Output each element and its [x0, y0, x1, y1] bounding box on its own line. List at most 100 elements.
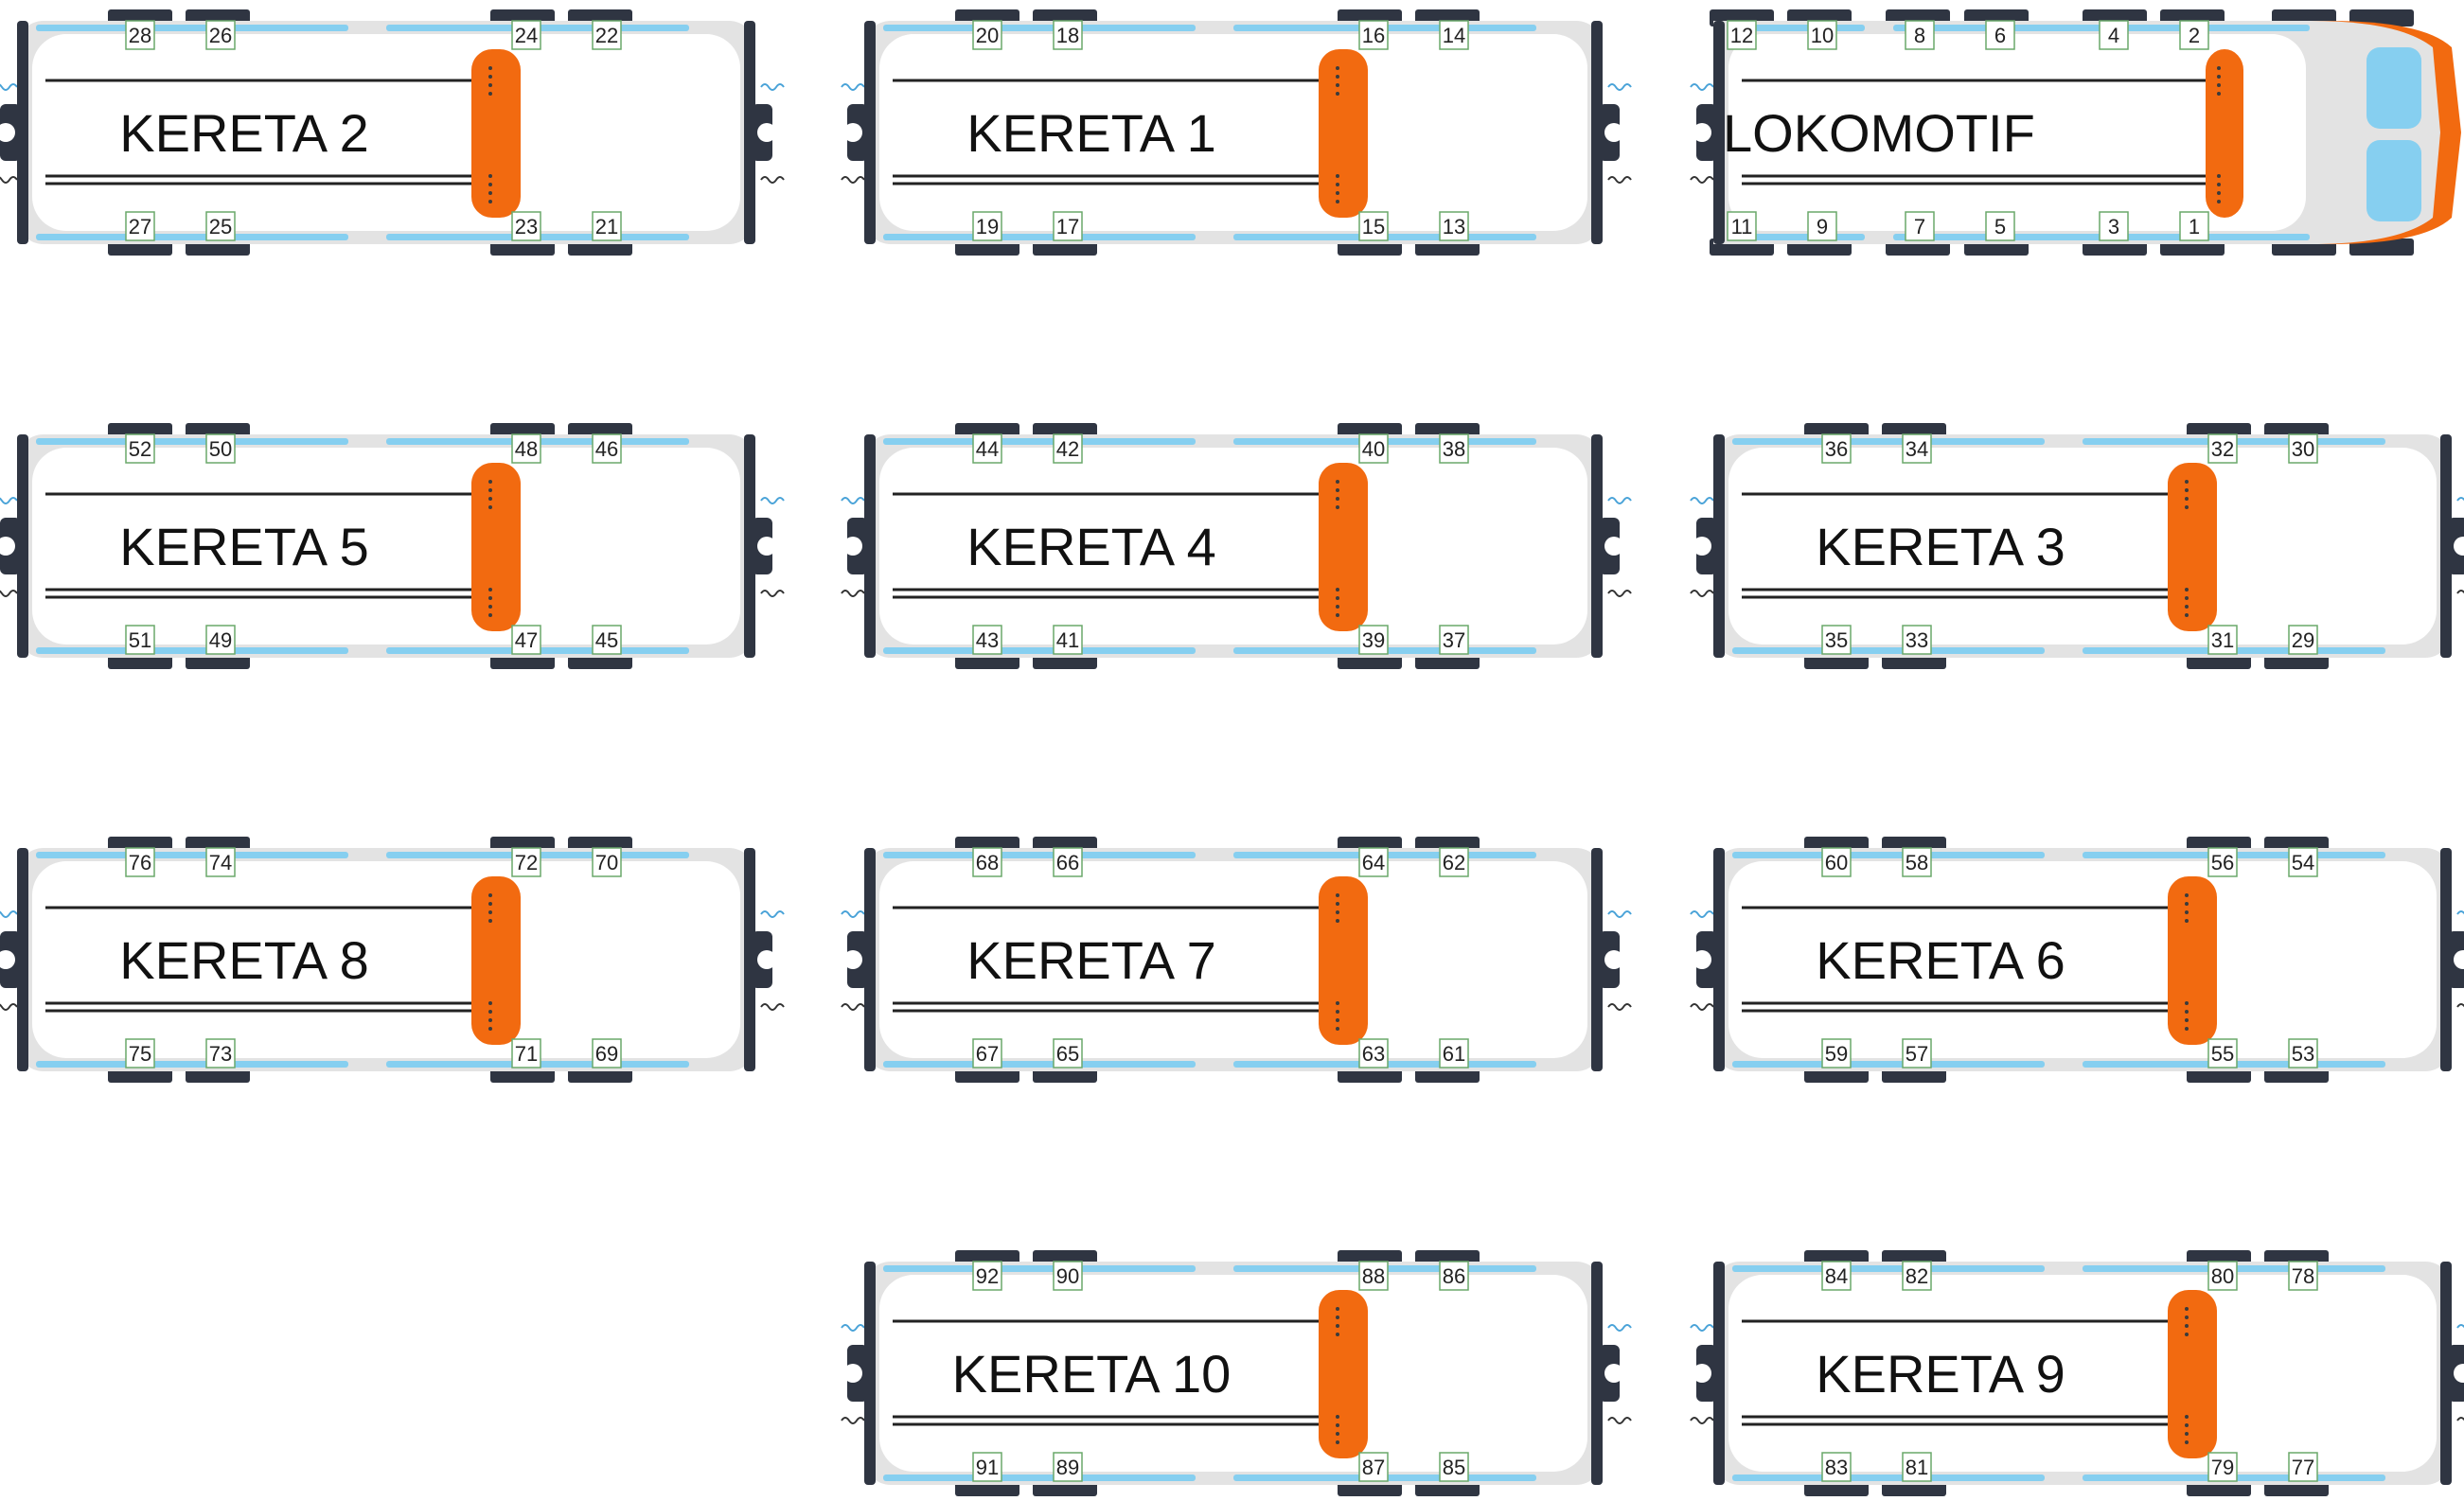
seat-number: 37 — [1443, 628, 1465, 652]
seat-number: 49 — [209, 628, 232, 652]
seat-number: 15 — [1362, 215, 1385, 238]
window-strip-top — [1732, 852, 2045, 858]
seat-number-box — [125, 625, 155, 655]
coupler-hole — [1693, 123, 1711, 142]
door-dot — [488, 200, 492, 203]
coupler-wave — [1607, 497, 1632, 504]
seat-number-box — [592, 433, 622, 464]
seat-number: 85 — [1443, 1456, 1465, 1479]
seat-number: 26 — [209, 24, 232, 47]
seat-number: 73 — [209, 1042, 232, 1066]
coupler-wave — [2456, 1324, 2464, 1329]
seat-number: 51 — [129, 628, 151, 652]
car-end-frame — [17, 848, 28, 1071]
door-dot — [2185, 497, 2189, 501]
seat-number: 1 — [2189, 215, 2200, 238]
seat-number: 63 — [1362, 1042, 1385, 1066]
seat-number: 78 — [2292, 1264, 2314, 1288]
coupler-wave — [1690, 590, 1714, 597]
seat-number-box — [1439, 625, 1469, 655]
train-car: KERETA 6 60 58 56 54 59 57 55 53 — [1690, 837, 2464, 1083]
seat-number: 12 — [1730, 24, 1753, 47]
seat-number: 30 — [2292, 437, 2314, 461]
door-panel — [471, 876, 521, 1045]
door-dot — [2185, 1324, 2189, 1328]
seat-number-box — [1902, 433, 1932, 464]
seat-number-box — [972, 211, 1002, 241]
door-dot — [2185, 1027, 2189, 1031]
door-dot — [1336, 605, 1339, 609]
seat-number-box — [1821, 1452, 1852, 1482]
seat-number-box — [2288, 1261, 2318, 1291]
seat-number: 32 — [2211, 437, 2234, 461]
seat-number: 6 — [1994, 24, 2006, 47]
train-car: KERETA 5 52 50 48 46 51 49 47 45 — [0, 423, 785, 669]
seat-number: 8 — [1914, 24, 1925, 47]
seat-number-box — [592, 847, 622, 877]
seat-number-box — [972, 433, 1002, 464]
window-strip-top — [883, 1265, 1196, 1272]
coupler-hole — [843, 537, 862, 556]
seat-number: 75 — [129, 1042, 151, 1066]
coupler-hole — [1604, 537, 1623, 556]
door-dot — [2217, 183, 2221, 186]
door-panel — [1319, 463, 1368, 631]
seat-number: 17 — [1056, 215, 1079, 238]
door-dot — [1336, 174, 1339, 178]
car-label: KERETA 5 — [119, 517, 369, 576]
seat-number-box — [2179, 20, 2209, 50]
coupler-wave — [2456, 1003, 2464, 1008]
car-end-frame — [744, 21, 755, 244]
seat-number-box — [2288, 1452, 2318, 1482]
window-strip-top — [1732, 438, 2045, 445]
door-dot — [2217, 200, 2221, 203]
coupler-wave — [1690, 910, 1714, 918]
door-dot — [2185, 902, 2189, 906]
seat-number-box — [1439, 433, 1469, 464]
seat-number: 18 — [1056, 24, 1079, 47]
door-dot — [1336, 505, 1339, 509]
door-panel — [1319, 876, 1368, 1045]
car-end-frame — [864, 434, 876, 658]
seat-number: 50 — [209, 437, 232, 461]
door-dot — [1336, 1415, 1339, 1419]
car-end-frame — [744, 434, 755, 658]
seat-number: 79 — [2211, 1456, 2234, 1479]
coupler-hole — [757, 123, 776, 142]
seat-number: 77 — [2292, 1456, 2314, 1479]
car-interior — [1728, 861, 2437, 1058]
coupler-wave — [0, 497, 18, 504]
coupler-hole — [0, 950, 15, 969]
door-dot — [2185, 1316, 2189, 1319]
door-dot — [2185, 1307, 2189, 1311]
coupler-wave — [1690, 497, 1714, 504]
coupler-wave — [760, 1003, 785, 1011]
seat-number-box — [1358, 211, 1389, 241]
window-strip-bottom — [883, 1475, 1196, 1481]
seat-number-box — [972, 1452, 1002, 1482]
window-strip-top — [883, 438, 1196, 445]
door-dot — [488, 605, 492, 609]
seat-number: 65 — [1056, 1042, 1079, 1066]
seat-number: 25 — [209, 215, 232, 238]
coupler-hole — [1693, 1364, 1711, 1383]
train-car: KERETA 10 92 90 88 86 91 89 87 85 — [841, 1250, 1632, 1496]
door-dot — [488, 596, 492, 600]
seat-number-box — [2207, 847, 2238, 877]
coupler-wave — [1690, 1417, 1714, 1424]
seat-number-box — [1358, 1452, 1389, 1482]
window-strip-top — [36, 25, 348, 31]
door-dot — [488, 588, 492, 592]
coupler-wave — [1690, 176, 1714, 184]
coupler-wave — [2456, 590, 2464, 594]
seat-number: 33 — [1906, 628, 1928, 652]
coupler-wave — [1607, 176, 1632, 184]
coupler-hole — [1693, 537, 1711, 556]
seat-number-box — [2288, 847, 2318, 877]
window-strip-bottom — [36, 234, 348, 240]
seat-number-box — [1053, 1452, 1083, 1482]
seat-number: 23 — [515, 215, 538, 238]
door-dot — [2185, 1018, 2189, 1022]
seat-number-box — [1053, 847, 1083, 877]
